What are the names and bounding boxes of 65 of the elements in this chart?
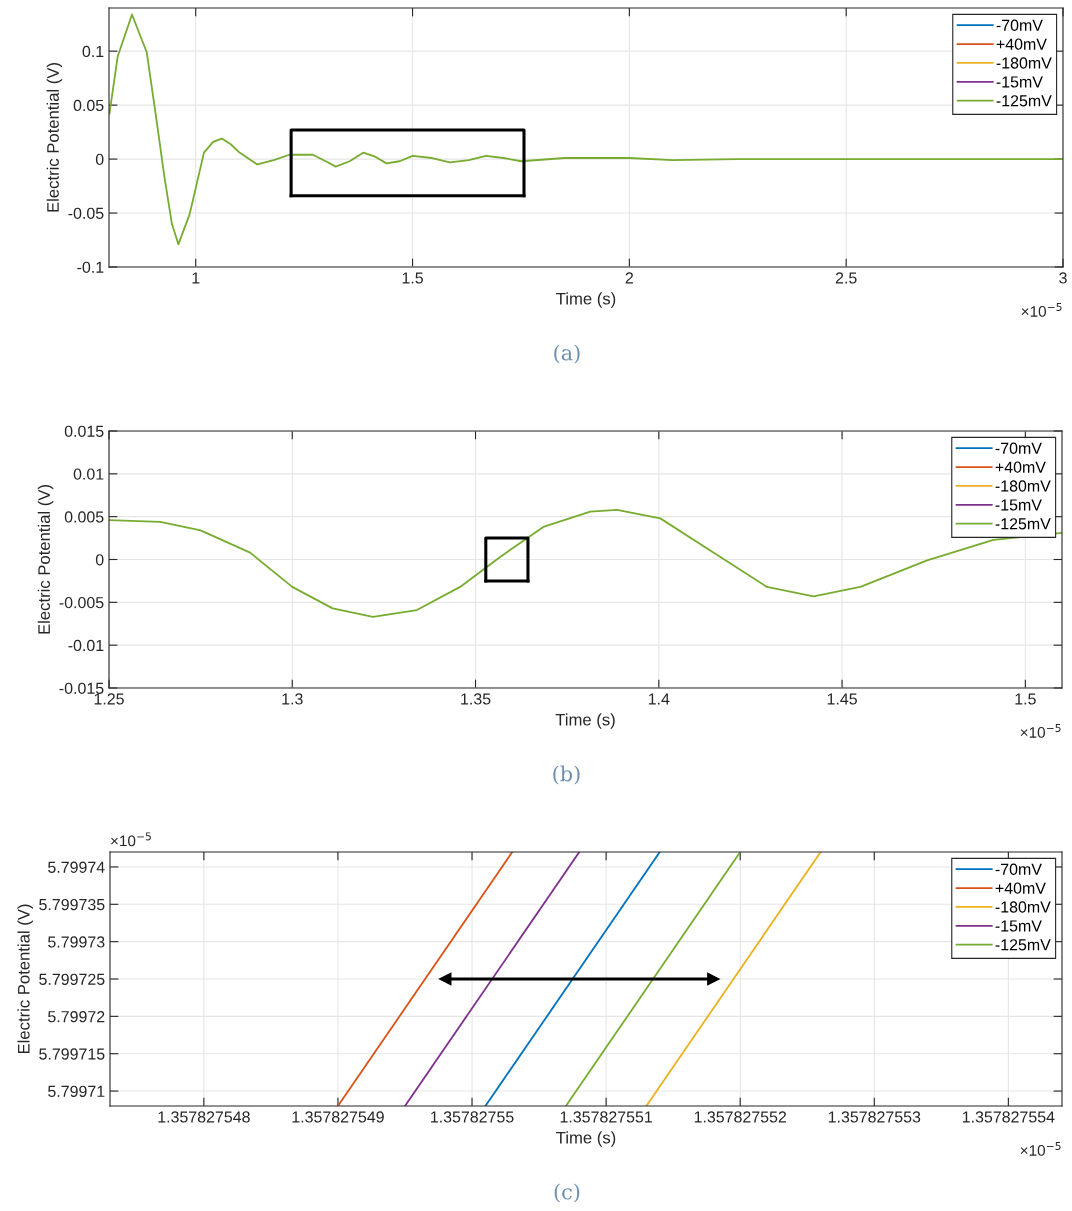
x-tick-label: 1.357827552 (694, 1111, 787, 1123)
x-tick-label: 1.357827551 (560, 1111, 652, 1123)
x-tick-label: 1.35 (461, 693, 491, 705)
y-tick-label: 0 (95, 153, 104, 166)
x-tick-label: 1 (192, 272, 200, 284)
y-tick-label: 0.015 (64, 425, 104, 437)
x-tick-label: 1.357827553 (828, 1111, 921, 1123)
y-tick-label: 0.1 (82, 45, 104, 58)
text: (c) (554, 1183, 580, 1203)
legend-label: +40mV (995, 461, 1046, 473)
x-tick-label: 1.45 (827, 693, 857, 705)
text: (b) (553, 765, 580, 785)
y-tick-label: 0.01 (73, 468, 104, 480)
x-axis-title: Time (s) (556, 1131, 616, 1147)
legend-label: -180mV (995, 901, 1051, 913)
x-tick-label: 1.357827554 (962, 1111, 1055, 1123)
text: ×10$^{−5}$ (111, 832, 151, 847)
y-tick-label: -0.05 (68, 207, 104, 219)
x-tick-label: 1.25 (94, 693, 124, 705)
y-tick-label: 5.79971 (48, 1085, 105, 1097)
y-axis-title: Electric Potential (V) (46, 63, 63, 212)
y-tick-label: -0.005 (59, 596, 104, 609)
text: (a) (554, 344, 580, 364)
y-tick-label: 5.79973 (48, 936, 105, 948)
y-tick-label: 0.05 (73, 99, 104, 112)
legend-label: -15mV (996, 76, 1043, 88)
y-tick-label: 0 (95, 554, 104, 566)
x-tick-label: 1.5 (1015, 693, 1036, 705)
legend-label: -15mV (995, 499, 1042, 511)
x-tick-label: 1.357827548 (158, 1111, 250, 1123)
y-axis-title: Electric Potential (V) (37, 485, 54, 634)
legend-label: -70mV (995, 863, 1042, 875)
y-tick-label: -0.1 (77, 261, 104, 273)
x-tick-label: 3 (1059, 272, 1067, 284)
text: ×10$^{−5}$ (1020, 724, 1061, 738)
y-tick-label: 0.005 (64, 511, 104, 523)
legend-label: -180mV (996, 57, 1052, 69)
x-tick-label: 2.5 (835, 272, 857, 284)
x-axis-title: Time (s) (556, 292, 616, 308)
y-tick-label: 5.79972 (48, 1010, 105, 1023)
y-tick-label: 5.799725 (39, 973, 105, 985)
y-tick-label: 5.79974 (48, 861, 105, 873)
x-tick-label: 1.5 (402, 272, 423, 284)
y-tick-label: 5.799735 (39, 898, 105, 911)
legend-label: -15mV (995, 920, 1042, 932)
y-tick-label: 5.799715 (39, 1048, 105, 1060)
legend-label: -180mV (995, 480, 1051, 492)
legend-label: -70mV (995, 442, 1042, 454)
legend-label: +40mV (996, 38, 1047, 50)
y-tick-label: -0.015 (59, 682, 104, 694)
text: ×10$^{−5}$ (1020, 1142, 1061, 1156)
y-tick-label: -0.01 (68, 639, 104, 652)
x-tick-label: 1.35782755 (431, 1111, 514, 1123)
legend-label: +40mV (995, 882, 1046, 894)
legend-label: -125mV (995, 939, 1051, 951)
legend-label: -125mV (995, 518, 1051, 530)
x-tick-label: 1.4 (648, 693, 670, 705)
y-axis-title: Electric Potential (V) (17, 904, 33, 1054)
x-tick-label: 1.357827549 (292, 1111, 384, 1123)
x-tick-label: 1.3 (282, 693, 303, 705)
text: ×10$^{−5}$ (1021, 303, 1062, 317)
legend-label: -125mV (996, 95, 1052, 107)
legend-label: -70mV (996, 19, 1043, 31)
x-axis-title: Time (s) (555, 713, 615, 729)
x-tick-label: 2 (625, 272, 633, 284)
